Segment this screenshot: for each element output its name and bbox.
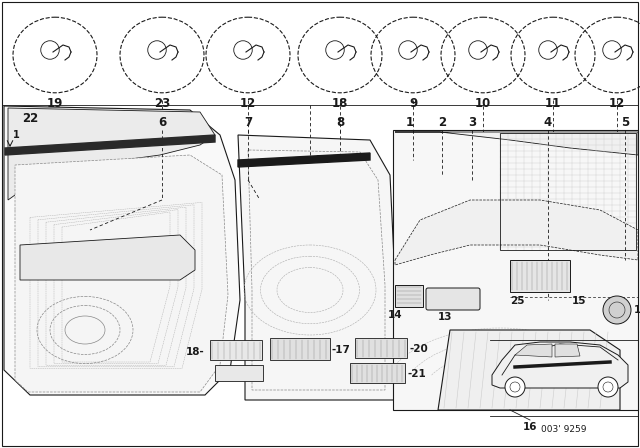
Polygon shape (238, 153, 370, 167)
Bar (215, 365, 263, 381)
Polygon shape (8, 108, 215, 200)
Polygon shape (438, 330, 620, 410)
Text: 6: 6 (158, 116, 166, 129)
Bar (210, 340, 262, 360)
Text: 11: 11 (545, 97, 561, 110)
Text: 16: 16 (523, 422, 537, 432)
Circle shape (603, 296, 631, 324)
Bar (355, 338, 407, 358)
Text: 18-: 18- (186, 347, 205, 357)
Text: 18: 18 (332, 97, 348, 110)
Text: 23: 23 (154, 97, 170, 110)
Polygon shape (5, 135, 215, 155)
Text: 12: 12 (240, 97, 256, 110)
Bar (350, 363, 405, 383)
Text: 10: 10 (475, 97, 491, 110)
Text: 3: 3 (468, 116, 476, 129)
Text: 19: 19 (47, 97, 63, 110)
Text: 7: 7 (244, 116, 252, 129)
Text: 1: 1 (13, 130, 20, 140)
Text: -21: -21 (408, 369, 427, 379)
Text: 12: 12 (609, 97, 625, 110)
Bar (500, 133, 636, 250)
Polygon shape (395, 132, 638, 155)
Circle shape (598, 377, 618, 397)
FancyBboxPatch shape (426, 288, 480, 310)
Text: 24: 24 (315, 155, 330, 165)
Text: 14: 14 (388, 310, 403, 320)
Polygon shape (4, 106, 240, 395)
Polygon shape (515, 344, 552, 357)
Text: 11: 11 (634, 305, 640, 315)
Polygon shape (15, 155, 228, 392)
Text: 8: 8 (336, 116, 344, 129)
Bar (395, 285, 423, 307)
Polygon shape (20, 235, 195, 280)
Polygon shape (393, 130, 638, 410)
Text: 1: 1 (406, 116, 414, 129)
Text: 003' 9259: 003' 9259 (541, 426, 587, 435)
Text: 13: 13 (438, 312, 452, 322)
Text: 5: 5 (621, 116, 629, 129)
Bar (270, 338, 330, 360)
Text: -20: -20 (410, 344, 429, 354)
Polygon shape (395, 200, 638, 265)
Polygon shape (492, 342, 628, 388)
Text: 22: 22 (22, 112, 38, 125)
Text: 15: 15 (572, 296, 586, 306)
Text: 9: 9 (409, 97, 417, 110)
Polygon shape (555, 344, 580, 357)
Polygon shape (238, 135, 395, 400)
Text: 25: 25 (510, 296, 525, 306)
Circle shape (505, 377, 525, 397)
Text: 4: 4 (544, 116, 552, 129)
Bar (510, 260, 570, 292)
Text: 2: 2 (438, 116, 446, 129)
Text: -17: -17 (332, 345, 351, 355)
